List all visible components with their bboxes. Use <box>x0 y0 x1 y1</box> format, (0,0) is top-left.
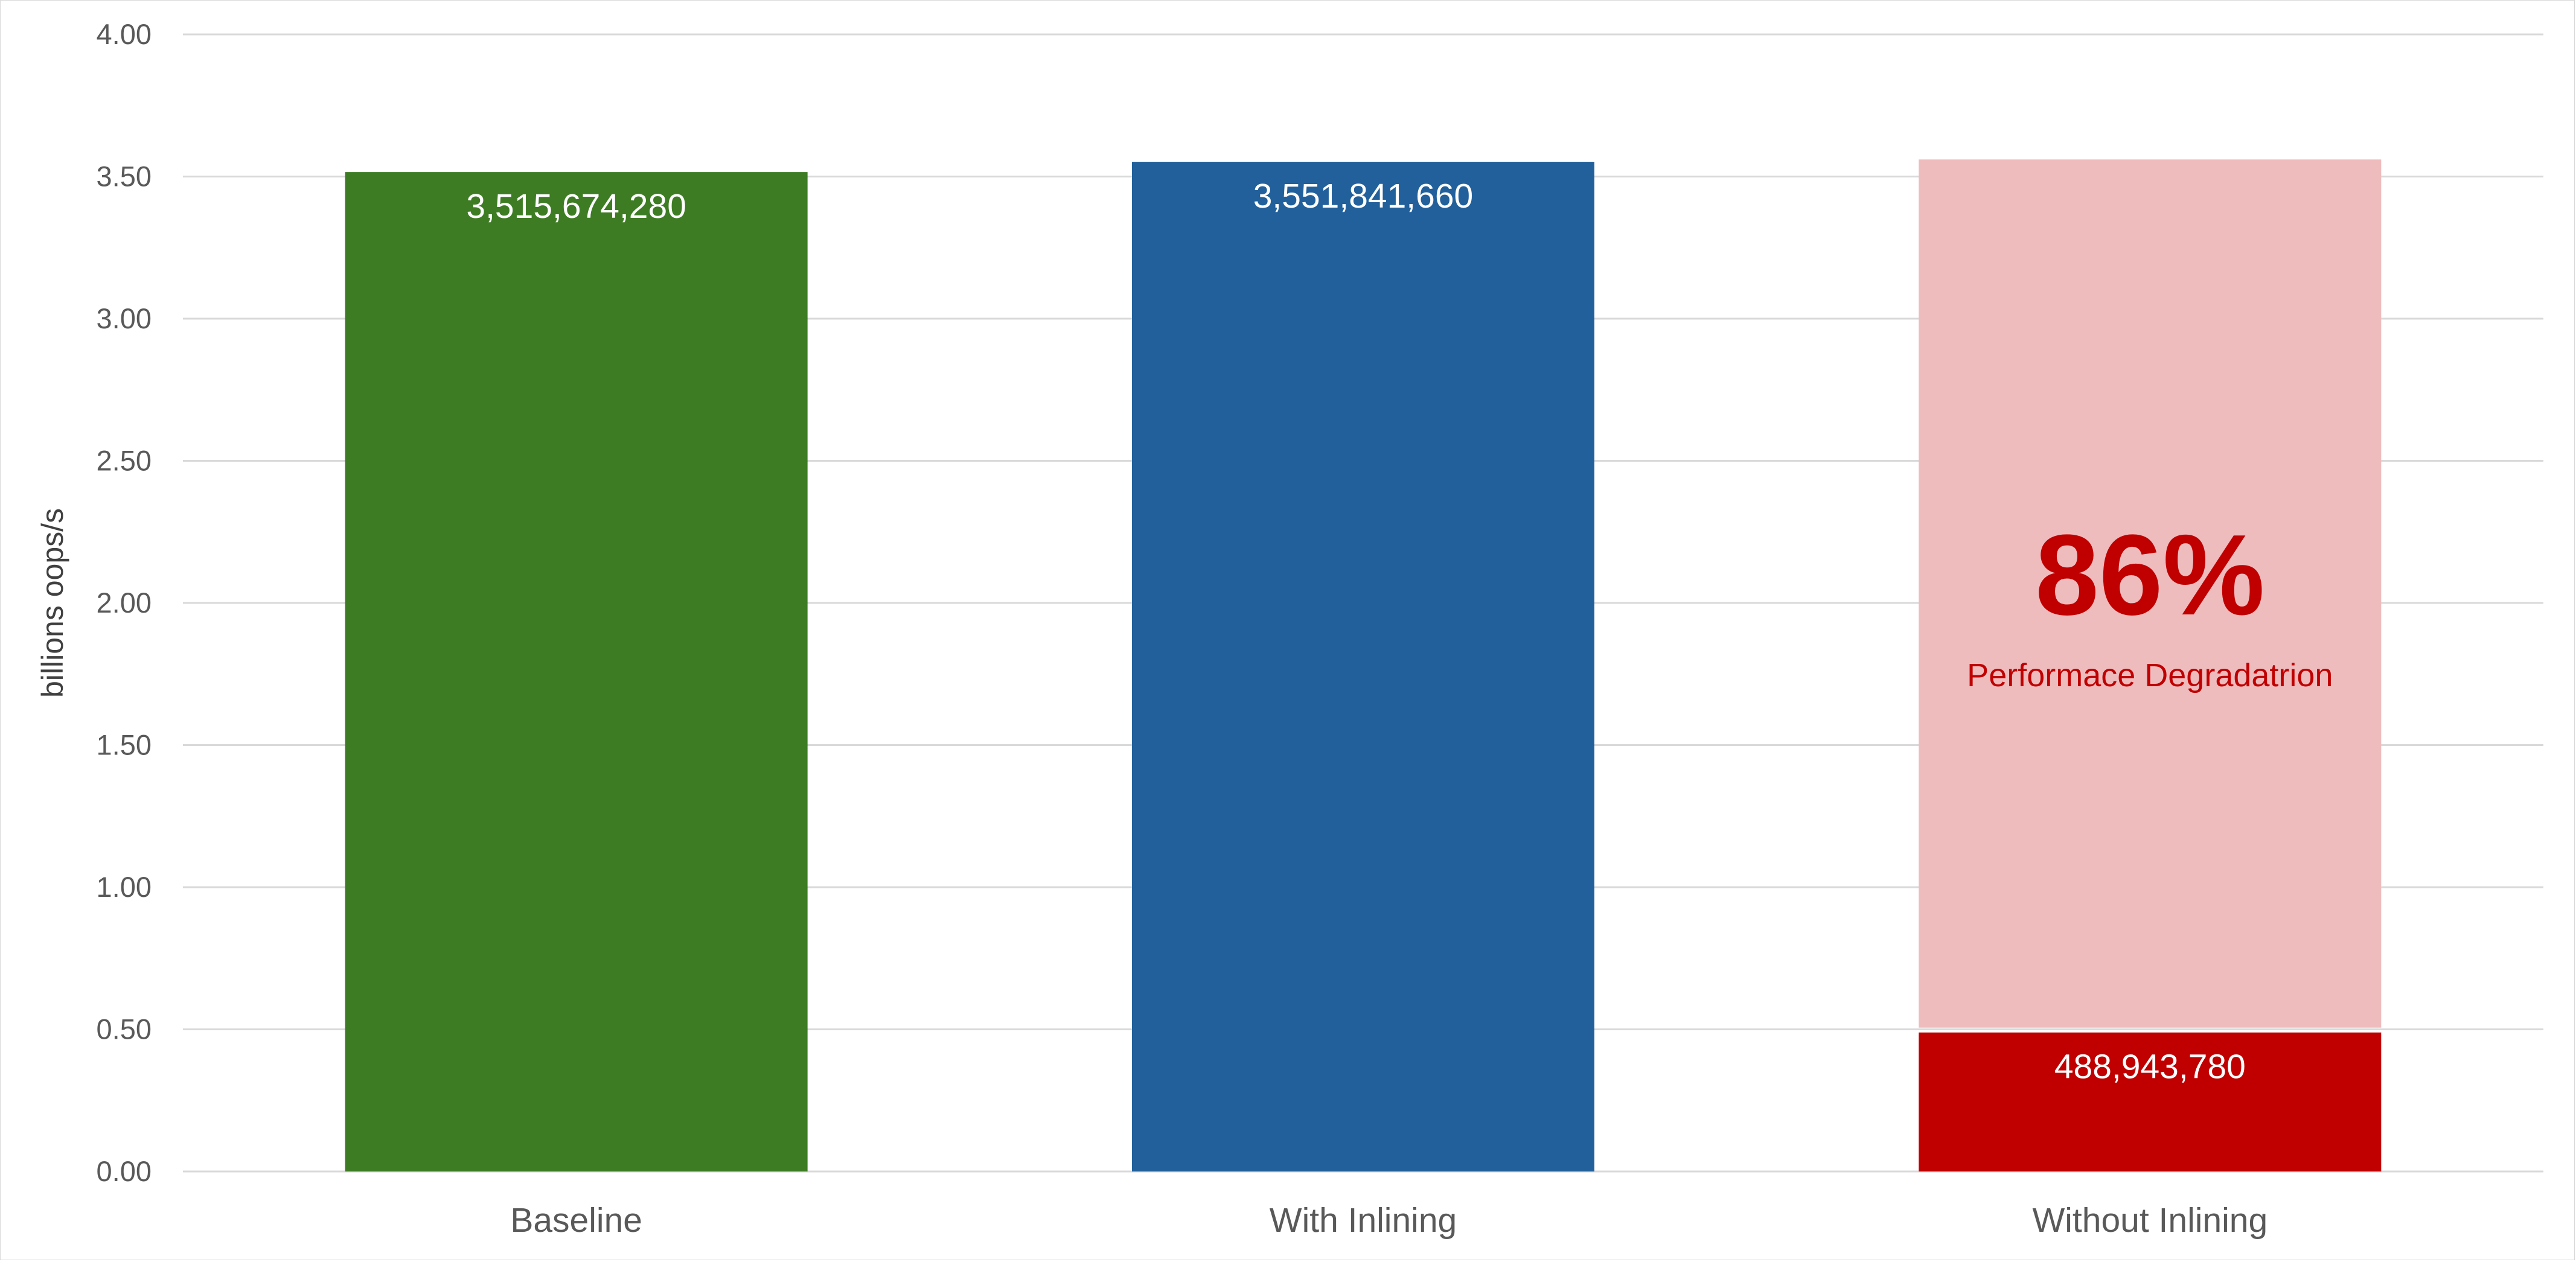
y-tick-label: 3.00 <box>97 302 152 334</box>
bars <box>345 159 2382 1172</box>
degradation-percent: 86% <box>2035 511 2264 639</box>
y-tick-label: 3.50 <box>97 161 152 193</box>
y-tick-label: 0.50 <box>97 1013 152 1045</box>
bar <box>1919 1032 2382 1171</box>
data-label: 3,551,841,660 <box>1253 177 1474 215</box>
x-category-label: Without Inlining <box>2032 1201 2268 1240</box>
x-category-label: Baseline <box>510 1201 642 1240</box>
y-axis-tick-labels: 0.00 0.50 1.00 1.50 2.00 2.50 3.00 3.50 4.00 <box>97 18 152 1187</box>
data-label: 488,943,780 <box>2054 1048 2246 1086</box>
x-axis-category-labels: Baseline With Inlining Without Inlining <box>510 1201 2268 1240</box>
x-category-label: With Inlining <box>1270 1201 1457 1240</box>
y-tick-label: 2.00 <box>97 587 152 619</box>
degradation-annotation: 86% Performace Degradatrion <box>1967 511 2333 693</box>
y-tick-label: 1.50 <box>97 729 152 761</box>
degradation-caption: Performace Degradatrion <box>1967 657 2333 693</box>
bar <box>345 172 808 1171</box>
bar <box>1132 162 1594 1172</box>
y-axis-title: billions oops/s <box>36 508 69 698</box>
data-labels: 3,515,674,280 3,551,841,660 488,943,780 <box>466 177 2245 1086</box>
data-label: 3,515,674,280 <box>466 187 686 226</box>
y-tick-label: 0.00 <box>97 1155 152 1187</box>
ghost-bar <box>1919 159 2382 1028</box>
y-tick-label: 2.50 <box>97 445 152 477</box>
y-tick-label: 1.00 <box>97 871 152 903</box>
y-tick-label: 4.00 <box>97 18 152 50</box>
